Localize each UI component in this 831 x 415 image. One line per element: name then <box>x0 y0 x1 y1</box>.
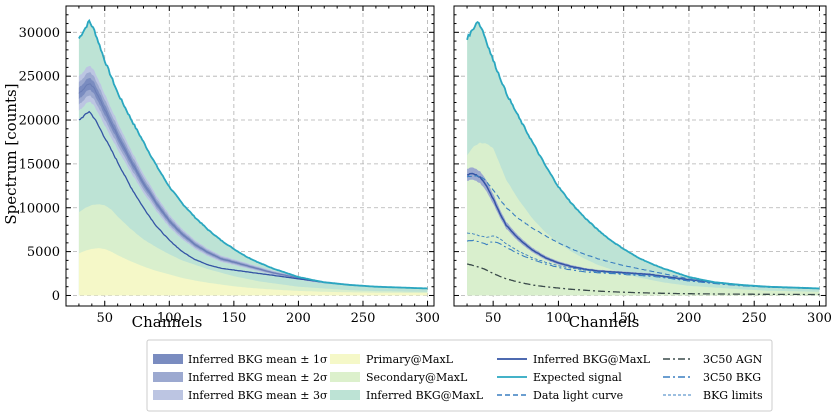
right-3c50-agn-line <box>467 263 820 296</box>
legend-frame <box>146 339 773 412</box>
right-xtick-label: 300 <box>807 311 831 326</box>
legend-swatch-secondary <box>330 372 360 382</box>
left-secondary-area <box>78 204 428 296</box>
left-axes-frame <box>65 5 435 307</box>
left-ytick-label: 0 <box>52 289 60 304</box>
right-xtick-label: 200 <box>677 311 702 326</box>
legend-label-1sigma: Inferred BKG mean ± 1σ <box>188 353 328 366</box>
left-ytick-label: 30000 <box>19 26 60 41</box>
legend-label-3sigma: Inferred BKG mean ± 3σ <box>188 389 328 402</box>
legend: Inferred BKG mean ± 1σ Inferred BKG mean… <box>146 339 773 412</box>
legend-label-agn: 3C50 AGN <box>703 353 763 366</box>
right-axes-frame <box>453 5 827 307</box>
legend-label-3c50bkg: 3C50 BKG <box>703 371 761 384</box>
left-xtick-label: 50 <box>96 311 113 326</box>
right-bkg-limits-line <box>467 232 820 290</box>
left-xtick-label: 250 <box>351 311 376 326</box>
left-panel: 50 100 150 200 250 300 0 5000 10000 15000 20000 250… <box>19 5 440 326</box>
right-expected-line <box>466 20 820 290</box>
left-expected-line <box>78 18 428 290</box>
left-xtick-label: 100 <box>157 311 182 326</box>
right-xtick-label: 250 <box>742 311 767 326</box>
left-ytick-label: 15000 <box>19 157 60 172</box>
legend-swatch-3sigma <box>153 390 183 400</box>
legend-label-limits: BKG limits <box>703 389 763 402</box>
legend-label-secondary: Secondary@MaxL <box>366 371 468 384</box>
legend-label-bkg-fill: Inferred BKG@MaxL <box>366 389 484 402</box>
legend-label-data: Data light curve <box>533 389 623 402</box>
legend-label-expected: Expected signal <box>533 371 622 384</box>
right-xtick-label: 50 <box>485 311 502 326</box>
legend-label-2sigma: Inferred BKG mean ± 2σ <box>188 371 328 384</box>
right-xtick-label: 100 <box>546 311 571 326</box>
left-ytick-label: 5000 <box>27 245 60 260</box>
x-axis-label-left: Channels <box>132 313 203 331</box>
legend-swatch-2sigma <box>153 372 183 382</box>
left-ytick-label: 20000 <box>19 114 60 129</box>
left-ytick-label: 25000 <box>19 70 60 85</box>
legend-label-bkg-line: Inferred BKG@MaxL <box>533 353 651 366</box>
right-panel: 50 100 150 200 250 300 <box>453 5 831 326</box>
right-bkg-fill-area <box>467 22 820 296</box>
left-primary-area <box>78 248 428 296</box>
x-axis-label-right: Channels <box>569 313 640 331</box>
right-xtick-label: 150 <box>611 311 636 326</box>
left-xtick-label: 200 <box>286 311 311 326</box>
legend-swatch-primary <box>330 354 360 364</box>
left-ytick-label: 10000 <box>19 201 60 216</box>
right-secondary-area <box>467 142 820 296</box>
y-axis-label: Spectrum [counts] <box>2 83 20 224</box>
left-bkg-fill-area <box>78 20 428 296</box>
left-xtick-label: 150 <box>221 311 246 326</box>
left-grid <box>66 6 434 306</box>
legend-swatch-1sigma <box>153 354 183 364</box>
left-xtick-label: 300 <box>415 311 440 326</box>
legend-swatch-bkg-fill <box>330 390 360 400</box>
legend-label-primary: Primary@MaxL <box>366 353 454 366</box>
